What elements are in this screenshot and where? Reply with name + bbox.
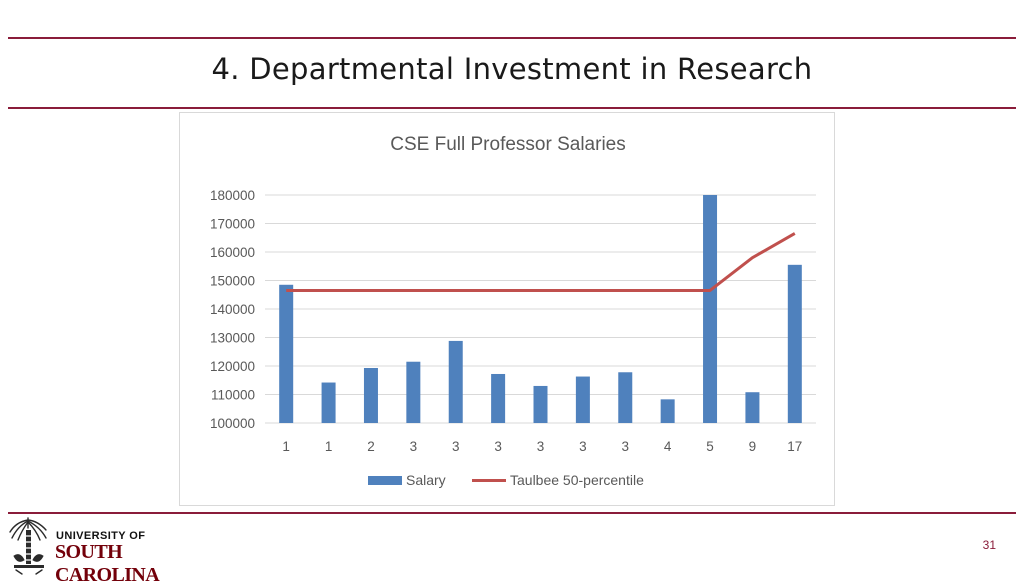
footer-rule bbox=[8, 512, 1016, 514]
salary-bar bbox=[448, 340, 463, 423]
y-tick-label: 100000 bbox=[210, 416, 255, 431]
salary-bar bbox=[575, 376, 590, 423]
x-tick-label: 3 bbox=[494, 439, 502, 454]
x-tick-label: 2 bbox=[367, 439, 375, 454]
salary-bar bbox=[321, 382, 336, 423]
university-logo: UNIVERSITY OF SOUTH CAROLINA bbox=[8, 516, 228, 586]
legend-taulbee-label: Taulbee 50-percentile bbox=[510, 472, 644, 488]
salary-bar bbox=[745, 392, 760, 423]
y-tick-label: 160000 bbox=[210, 245, 255, 260]
x-tick-label: 17 bbox=[787, 439, 802, 454]
salary-bar bbox=[491, 373, 506, 423]
x-tick-label: 3 bbox=[452, 439, 460, 454]
x-tick-label: 4 bbox=[664, 439, 672, 454]
y-axis-ticks: 100000 110000 120000 130000 140000 150000 1600… bbox=[210, 188, 255, 431]
x-tick-label: 5 bbox=[706, 439, 714, 454]
y-tick-label: 170000 bbox=[210, 217, 255, 232]
x-tick-label: 1 bbox=[282, 439, 290, 454]
taulbee-series-line bbox=[286, 232, 796, 292]
salary-bar bbox=[618, 372, 633, 423]
x-tick-label: 1 bbox=[325, 439, 333, 454]
salary-bar bbox=[406, 361, 421, 423]
salary-bar bbox=[279, 284, 294, 423]
chart-container: CSE Full Professor Salaries 100000 110000… bbox=[179, 112, 835, 506]
y-tick-label: 120000 bbox=[210, 359, 255, 374]
salary-bar bbox=[703, 195, 718, 423]
chart-title: CSE Full Professor Salaries bbox=[390, 134, 625, 155]
y-tick-label: 150000 bbox=[210, 274, 255, 289]
logo-line2: SOUTH CAROLINA bbox=[55, 541, 160, 586]
legend-salary-label: Salary bbox=[406, 472, 446, 488]
salary-chart: CSE Full Professor Salaries 100000110000… bbox=[210, 134, 816, 488]
salary-bar bbox=[363, 367, 378, 423]
page-number: 31 bbox=[982, 538, 996, 552]
x-axis-ticks: 1 1 2 3 3 3 3 3 3 4 5 9 17 bbox=[282, 439, 802, 454]
palmetto-tree-icon bbox=[9, 517, 47, 575]
legend-salary-swatch bbox=[368, 476, 402, 485]
x-tick-label: 3 bbox=[622, 439, 630, 454]
salary-bar bbox=[660, 399, 675, 423]
y-tick-label: 140000 bbox=[210, 302, 255, 317]
y-tick-label: 130000 bbox=[210, 331, 255, 346]
salary-bar bbox=[533, 385, 548, 423]
x-tick-label: 3 bbox=[410, 439, 418, 454]
salary-bar bbox=[787, 264, 802, 423]
logo-line1: UNIVERSITY OF bbox=[56, 530, 146, 542]
slide-title: 4. Departmental Investment in Research bbox=[211, 52, 813, 86]
salary-bars bbox=[279, 195, 802, 423]
x-tick-label: 9 bbox=[749, 439, 757, 454]
x-tick-label: 3 bbox=[537, 439, 545, 454]
gridlines bbox=[265, 194, 816, 424]
y-tick-label: 110000 bbox=[211, 388, 255, 403]
x-tick-label: 3 bbox=[579, 439, 587, 454]
taulbee-line bbox=[286, 232, 796, 292]
y-tick-label: 180000 bbox=[210, 188, 255, 203]
title-underline-rule bbox=[8, 107, 1016, 109]
top-rule bbox=[8, 37, 1016, 39]
legend: Salary Taulbee 50-percentile bbox=[368, 472, 644, 488]
